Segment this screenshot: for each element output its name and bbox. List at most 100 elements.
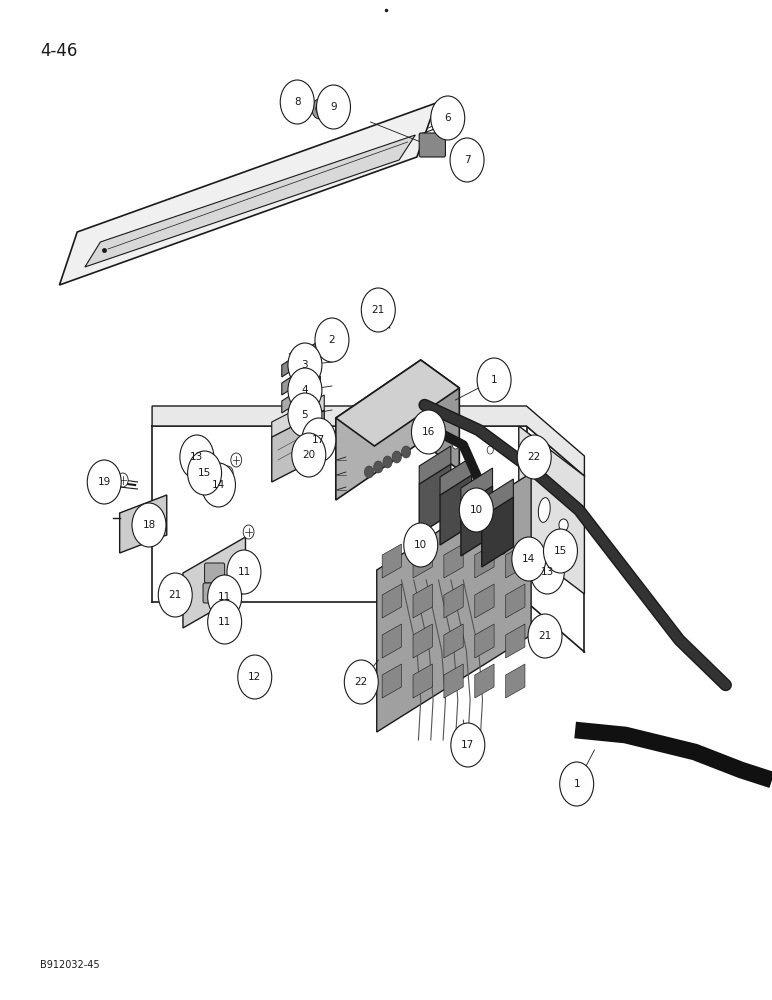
Polygon shape [506, 664, 525, 698]
Text: 20: 20 [302, 450, 316, 460]
FancyBboxPatch shape [419, 133, 445, 157]
Text: 16: 16 [422, 427, 435, 437]
Polygon shape [475, 664, 494, 698]
Circle shape [549, 539, 560, 553]
Circle shape [487, 446, 493, 454]
Circle shape [316, 104, 323, 114]
Circle shape [317, 85, 350, 129]
Text: 15: 15 [554, 546, 567, 556]
Circle shape [477, 358, 511, 402]
Text: 10: 10 [414, 540, 428, 550]
Polygon shape [419, 464, 451, 534]
Text: 14: 14 [212, 480, 225, 490]
Circle shape [198, 466, 209, 480]
Polygon shape [440, 475, 472, 545]
Circle shape [459, 488, 493, 532]
Circle shape [340, 107, 347, 115]
Text: 2: 2 [329, 335, 335, 345]
Circle shape [302, 418, 336, 462]
Polygon shape [120, 495, 167, 553]
Polygon shape [183, 537, 245, 628]
Polygon shape [413, 584, 432, 618]
Polygon shape [382, 544, 401, 578]
Circle shape [238, 655, 272, 699]
Polygon shape [282, 358, 320, 395]
Circle shape [180, 435, 214, 479]
Polygon shape [421, 360, 459, 470]
Circle shape [208, 600, 242, 644]
Circle shape [450, 138, 484, 182]
Circle shape [451, 723, 485, 767]
Polygon shape [444, 664, 463, 698]
Polygon shape [482, 497, 513, 567]
Circle shape [559, 519, 568, 531]
Text: 13: 13 [190, 452, 204, 462]
Circle shape [222, 480, 233, 494]
Text: 19: 19 [97, 477, 111, 487]
Circle shape [231, 453, 242, 467]
Circle shape [280, 80, 314, 124]
Circle shape [229, 590, 240, 604]
Text: 21: 21 [168, 590, 182, 600]
Ellipse shape [538, 498, 550, 522]
Text: 12: 12 [248, 672, 262, 682]
Text: 4-46: 4-46 [40, 42, 77, 60]
Polygon shape [475, 624, 494, 658]
Text: 3: 3 [302, 360, 308, 370]
Polygon shape [272, 410, 324, 482]
Circle shape [188, 451, 222, 495]
Polygon shape [85, 135, 415, 267]
Text: 7: 7 [464, 155, 470, 165]
Circle shape [201, 463, 235, 507]
Polygon shape [336, 360, 459, 446]
FancyBboxPatch shape [203, 583, 223, 603]
Polygon shape [413, 544, 432, 578]
Circle shape [344, 660, 378, 704]
Polygon shape [519, 426, 584, 594]
Text: 5: 5 [302, 410, 308, 420]
Polygon shape [382, 624, 401, 658]
Text: 17: 17 [312, 435, 326, 445]
Circle shape [227, 571, 238, 585]
Circle shape [528, 614, 562, 658]
Polygon shape [475, 584, 494, 618]
Circle shape [364, 466, 374, 478]
Polygon shape [444, 544, 463, 578]
Polygon shape [444, 584, 463, 618]
Polygon shape [506, 544, 525, 578]
Circle shape [560, 762, 594, 806]
Circle shape [517, 435, 551, 479]
Polygon shape [419, 446, 451, 484]
Circle shape [530, 550, 564, 594]
Text: 17: 17 [461, 740, 475, 750]
Polygon shape [506, 584, 525, 618]
Text: 11: 11 [237, 567, 251, 577]
Polygon shape [461, 486, 493, 556]
Circle shape [535, 548, 546, 562]
Text: 1: 1 [574, 779, 580, 789]
Polygon shape [461, 468, 493, 506]
Circle shape [288, 343, 322, 387]
Polygon shape [282, 376, 320, 413]
Circle shape [227, 550, 261, 594]
Text: 22: 22 [354, 677, 368, 687]
Text: 6: 6 [445, 113, 451, 123]
Polygon shape [377, 473, 531, 732]
Text: 9: 9 [330, 102, 337, 112]
Text: 13: 13 [540, 567, 554, 577]
Text: 14: 14 [522, 554, 536, 564]
Circle shape [452, 441, 459, 449]
Text: 18: 18 [142, 520, 156, 530]
Circle shape [549, 557, 560, 571]
Circle shape [315, 318, 349, 362]
Polygon shape [482, 479, 513, 517]
Polygon shape [506, 624, 525, 658]
Circle shape [542, 615, 553, 629]
Text: 21: 21 [371, 305, 385, 315]
Circle shape [401, 446, 411, 458]
Polygon shape [444, 624, 463, 658]
Polygon shape [336, 360, 421, 500]
Circle shape [383, 302, 394, 316]
Polygon shape [440, 457, 472, 495]
Text: B912032-45: B912032-45 [40, 960, 100, 970]
